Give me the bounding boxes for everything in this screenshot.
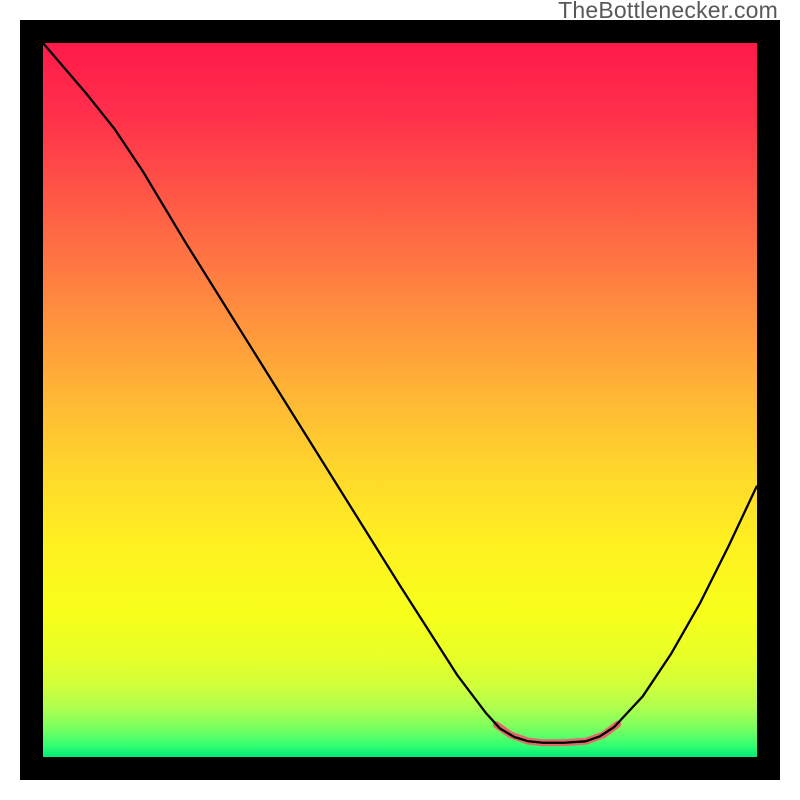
chart-container: TheBottlenecker.com <box>0 0 800 800</box>
curve-svg <box>43 43 757 757</box>
valley-highlight-segment <box>496 724 617 743</box>
plot-area <box>43 43 757 757</box>
watermark-text: TheBottlenecker.com <box>558 0 778 24</box>
bottleneck-curve <box>43 43 757 743</box>
